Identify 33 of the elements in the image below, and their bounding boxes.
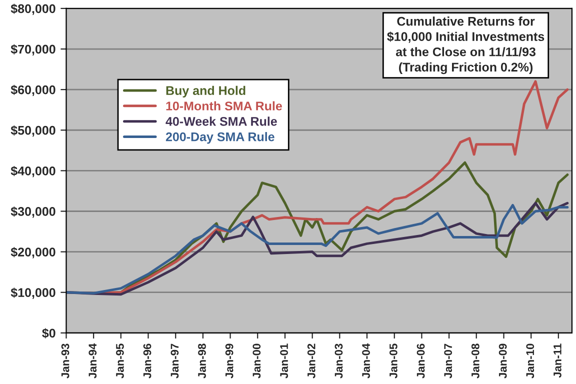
y-tick-label: $10,000 [10,288,56,299]
y-tick-label: $50,000 [10,125,56,137]
x-tick-label: Jan-04 [362,343,370,378]
y-tick-label: $30,000 [10,206,56,218]
legend-label: 200-Day SMA Rule [166,132,274,144]
x-tick-label: Jan-00 [252,344,261,378]
x-tick-label: Jan-02 [307,344,316,378]
y-tick-label: $80,000 [10,4,56,15]
x-tick-label: Jan-94 [88,343,97,378]
x-tick-label: Jan-11 [554,344,562,378]
text: Cumulative Returns for $10,000 Initial Investments at the Close on 11/11/93 (Trading Friction 0.2%) [387,16,544,74]
x-tick-label: Jan-96 [143,344,152,378]
y-tick-label: $20,000 [10,247,56,258]
x-tick-label: Jan-95 [116,344,124,378]
x-tick-label: Jan-03 [334,344,343,378]
x-tick-label: Jan-97 [170,344,179,378]
x-tick-label: Jan-05 [390,344,398,378]
x-tick-label: Jan-93 [61,344,70,378]
x-tick-label: Jan-09 [498,344,507,378]
x-tick-label: Jan-08 [471,344,480,378]
x-tick-label: Jan-07 [444,344,452,378]
legend-label: 10-Month SMA Rule [166,101,282,110]
y-tick-label: $60,000 [10,84,56,96]
x-tick-label: Jan-10 [526,344,534,378]
legend-label: Buy and Hold [166,86,246,98]
x-tick-label: Jan-01 [280,344,288,378]
y-tick-label: $70,000 [10,44,56,56]
x-tick-label: Jan-99 [225,344,234,378]
x-tick-label: Jan-98 [198,344,206,378]
y-tick-label: $0 [42,328,56,338]
x-tick-label: Jan-06 [416,344,425,378]
y-tick-label: $40,000 [10,166,56,178]
legend-label: 40-Week SMA Rule [166,116,277,126]
